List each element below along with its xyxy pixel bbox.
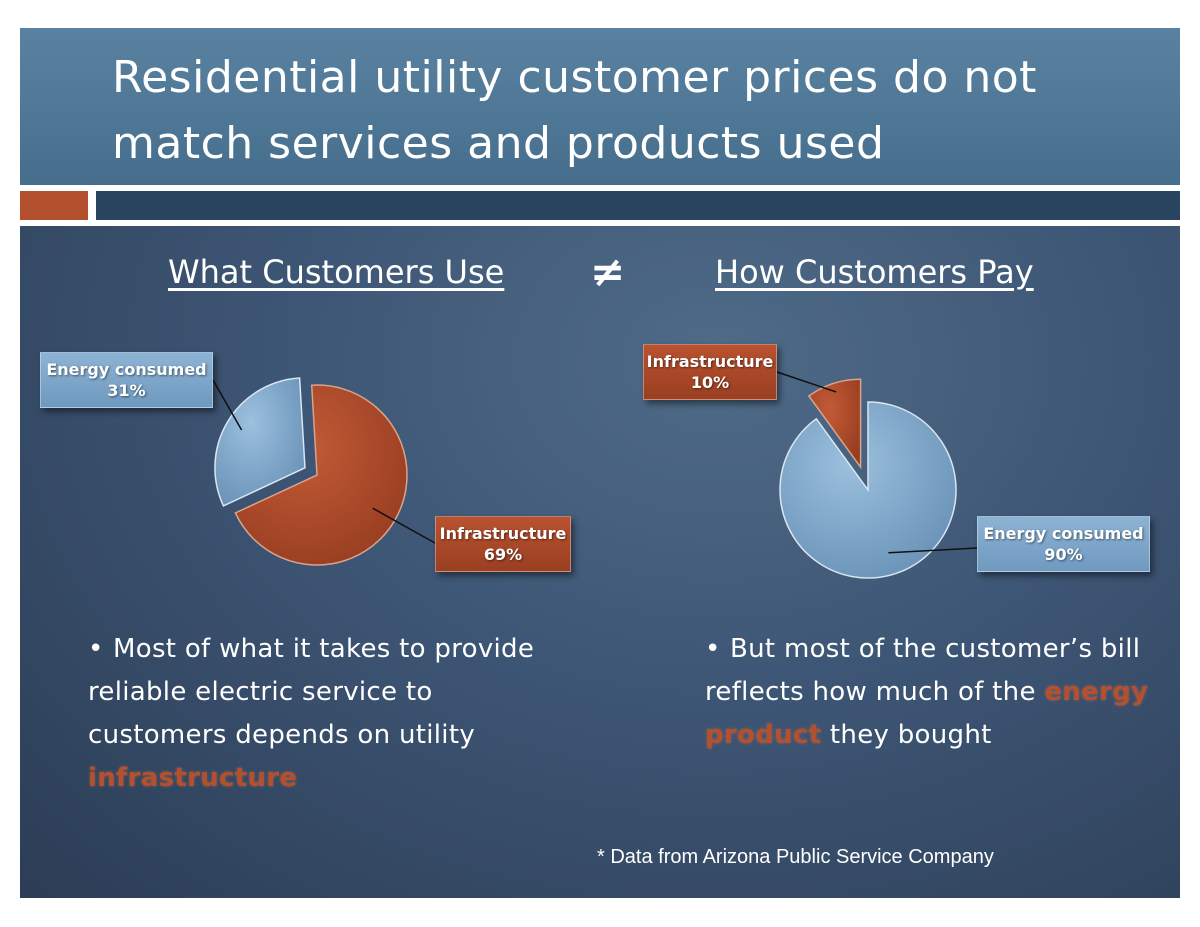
bullet-right-highlight: energy product [705, 677, 1149, 750]
footnote: * Data from Arizona Public Service Compa… [597, 846, 994, 868]
data-label-name: Energy consumed [46, 360, 207, 379]
title-band [20, 28, 1180, 185]
data-label-value: 90% [1044, 545, 1083, 564]
slide-title: Residential utility customer prices do n… [112, 52, 1037, 169]
data-label-energy-consumed-left: Energy consumed 31% [40, 352, 213, 408]
pie-slice-energy-consumed-left [214, 377, 306, 507]
accent-bar-right [96, 191, 1180, 220]
right-chart-heading: How Customers Pay [715, 253, 1034, 291]
data-label-name: Infrastructure [646, 352, 774, 371]
data-label-energy-consumed-right: Energy consumed 90% [977, 516, 1150, 572]
left-chart-heading: What Customers Use [168, 253, 505, 291]
bullet-dot-icon: • [705, 634, 721, 664]
pie-slice-infrastructure-left [234, 384, 408, 566]
pie-slice-energy-consumed-right [779, 401, 957, 579]
leader-line-infrastructure-right [776, 371, 837, 393]
not-equal-icon: ≠ [590, 247, 626, 296]
data-label-value: 69% [483, 545, 523, 564]
leader-line-energy-right [888, 547, 978, 554]
accent-bar-left [20, 191, 88, 220]
bullet-left: • Most of what it takes to provide reliab… [88, 628, 548, 800]
leader-line-infrastructure-left [372, 507, 436, 544]
data-label-infrastructure-left: Infrastructure 69% [435, 516, 571, 572]
bullet-left-highlight: infrastructure [88, 763, 298, 793]
bullet-dot-icon: • [88, 634, 104, 664]
data-label-infrastructure-right: Infrastructure 10% [643, 344, 777, 400]
leader-line-energy-left [212, 379, 243, 431]
data-label-name: Energy consumed [983, 524, 1144, 543]
bullet-left-text: Most of what it takes to provide reliabl… [88, 634, 535, 750]
left-pie [212, 377, 436, 566]
bullet-right: • But most of the customer’s bill reflect… [705, 628, 1165, 757]
data-label-value: 31% [107, 381, 146, 400]
bullet-right-text-after: they bought [821, 720, 992, 750]
pie-slice-infrastructure-right [807, 378, 862, 470]
right-pie [776, 371, 978, 579]
bullet-right-text: But most of the customer’s bill reflects… [705, 634, 1141, 707]
data-label-value: 10% [690, 373, 730, 392]
data-label-name: Infrastructure [439, 524, 567, 543]
